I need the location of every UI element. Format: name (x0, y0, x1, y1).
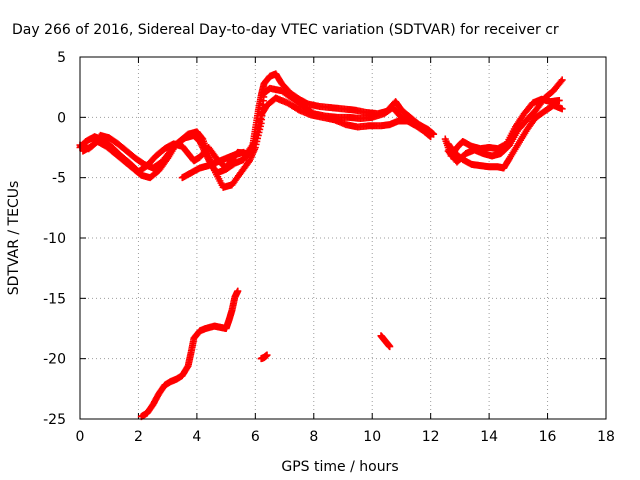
x-tick-label: 4 (192, 429, 201, 445)
x-tick-label: 2 (134, 429, 143, 445)
series-track-f (444, 76, 566, 166)
x-tick-label: 6 (251, 429, 260, 445)
data-points (76, 70, 566, 421)
y-axis-label: SDTVAR / TECUs (6, 181, 22, 296)
x-tick-label: 14 (480, 429, 498, 445)
y-tick-label: -10 (43, 231, 66, 247)
data-point (234, 287, 242, 295)
data-point (427, 133, 435, 141)
series-track-d (178, 148, 248, 182)
data-point (250, 139, 258, 147)
data-point (386, 343, 394, 351)
plot-frame (79, 56, 607, 420)
chart-title: Day 266 of 2016, Sidereal Day-to-day VTE… (12, 22, 559, 38)
x-tick-label: 18 (597, 429, 615, 445)
series-track-g (444, 101, 566, 172)
data-point (557, 77, 565, 85)
y-tick-label: 0 (57, 110, 66, 126)
x-axis-label: GPS time / hours (281, 459, 398, 475)
x-tick-label: 0 (76, 429, 85, 445)
y-tick-label: 5 (57, 50, 66, 66)
series-track-i (257, 351, 271, 363)
y-tick-label: -20 (43, 352, 66, 368)
x-tick-label: 10 (363, 429, 381, 445)
data-point (555, 96, 563, 104)
series-track-j (377, 332, 394, 351)
x-tick-label: 16 (539, 429, 557, 445)
x-tick-label: 12 (422, 429, 440, 445)
data-point (263, 351, 271, 359)
data-point (558, 76, 566, 84)
data-point (558, 105, 566, 113)
series-track-c (76, 94, 435, 176)
y-tick-label: -15 (43, 291, 66, 307)
series-track-h (137, 287, 242, 421)
x-tick-label: 8 (309, 429, 318, 445)
y-tick-label: -5 (52, 171, 66, 187)
axis-ticks: 0 2 4 6 8 10 12 14 16 18 -25 -20 -15 -10 -5 0 5 (43, 50, 615, 445)
data-point (240, 148, 248, 156)
y-tick-label: -25 (43, 412, 66, 428)
